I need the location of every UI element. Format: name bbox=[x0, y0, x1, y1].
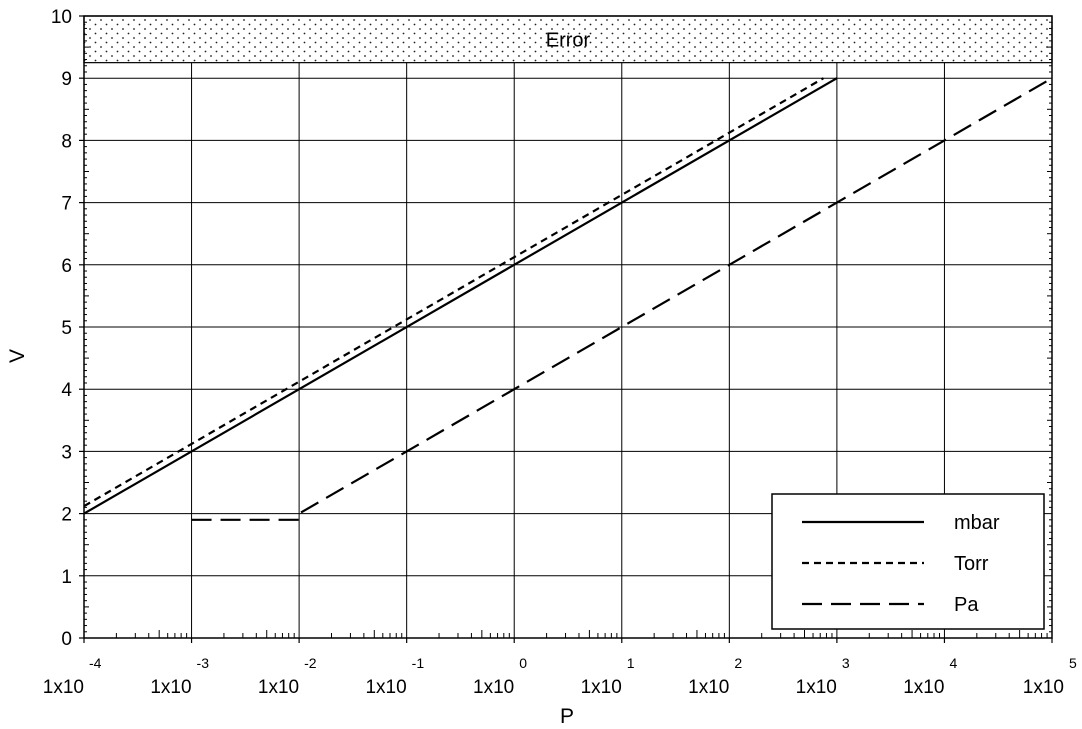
x-tick-exponent: -1 bbox=[412, 655, 425, 671]
series-line-torr bbox=[83, 77, 825, 508]
y-tick-label: 6 bbox=[61, 256, 72, 277]
y-tick-label: 7 bbox=[61, 194, 72, 215]
y-tick-label: 0 bbox=[61, 629, 72, 650]
x-tick-exponent: 1 bbox=[627, 655, 635, 671]
y-axis-title: V bbox=[6, 349, 29, 363]
x-tick-exponent: -4 bbox=[89, 655, 102, 671]
x-tick-label: 1x10 bbox=[688, 677, 729, 698]
x-tick-label: 1x10 bbox=[796, 677, 837, 698]
y-tick-label: 1 bbox=[61, 567, 72, 588]
x-tick-exponent: 5 bbox=[1069, 655, 1077, 671]
x-tick-exponent: 4 bbox=[949, 655, 957, 671]
x-tick-label: 1x10 bbox=[365, 677, 406, 698]
x-tick-label: 1x10 bbox=[903, 677, 944, 698]
y-tick-label: 9 bbox=[61, 69, 72, 90]
y-tick-label: 4 bbox=[61, 380, 72, 401]
legend: mbar Torr Pa bbox=[771, 493, 1045, 630]
x-tick-label: 1x10 bbox=[150, 677, 191, 698]
legend-box bbox=[771, 493, 1045, 630]
x-tick-exponent: -3 bbox=[197, 655, 210, 671]
legend-label-mbar: mbar bbox=[954, 512, 1000, 534]
error-band-label: Error bbox=[546, 29, 591, 51]
x-tick-exponent: 0 bbox=[519, 655, 527, 671]
error-band-area bbox=[83, 15, 1053, 64]
x-tick-label: 1x10 bbox=[43, 677, 84, 698]
x-tick-label: 1x10 bbox=[1023, 677, 1064, 698]
x-tick-exponent: 2 bbox=[734, 655, 742, 671]
series-lines bbox=[83, 77, 1053, 521]
error-band: Error bbox=[83, 15, 1053, 64]
x-axis-title: P bbox=[560, 705, 574, 728]
series-line-mbar bbox=[83, 77, 838, 515]
x-tick-label: 1x10 bbox=[473, 677, 514, 698]
y-tick-label: 2 bbox=[61, 505, 72, 526]
x-tick-label: 1x10 bbox=[581, 677, 622, 698]
y-tick-label: 3 bbox=[61, 442, 72, 463]
y-tick-label: 10 bbox=[51, 7, 72, 28]
axes: 0123456789101x10-41x10-31x10-21x10-11x10… bbox=[6, 7, 1077, 728]
legend-label-pa: Pa bbox=[954, 594, 979, 616]
y-tick-label: 8 bbox=[61, 131, 72, 152]
x-tick-label: 1x10 bbox=[258, 677, 299, 698]
x-tick-exponent: -2 bbox=[304, 655, 317, 671]
legend-label-torr: Torr bbox=[954, 553, 989, 575]
y-tick-label: 5 bbox=[61, 318, 72, 339]
x-tick-exponent: 3 bbox=[842, 655, 850, 671]
